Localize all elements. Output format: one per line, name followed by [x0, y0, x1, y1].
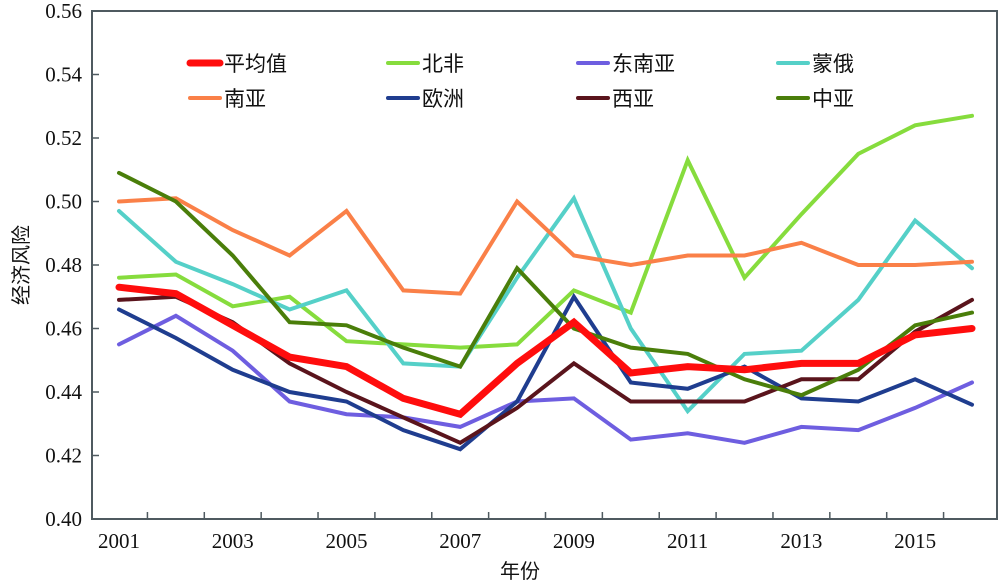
series-line-5	[117, 292, 974, 452]
x-axis: 2001 2003 2005 2007 2009 2011 2013 2015	[98, 512, 945, 553]
legend-label: 西亚	[612, 87, 654, 111]
series-line-4	[117, 196, 974, 296]
y-tick-label: 0.46	[45, 317, 82, 341]
legend-label: 平均值	[224, 52, 287, 76]
y-tick-label: 0.52	[45, 126, 82, 150]
x-tick-label: 2007	[439, 529, 481, 553]
x-tick-label: 2003	[212, 529, 254, 553]
series-line-3	[117, 194, 974, 415]
series-line-2	[117, 313, 974, 445]
series-line-1	[117, 113, 974, 350]
x-tick-label: 2011	[667, 529, 708, 553]
legend-label: 中亚	[812, 87, 854, 111]
x-tick-label: 2009	[553, 529, 595, 553]
x-tick-label: 2013	[780, 529, 822, 553]
x-tick-label: 2001	[98, 529, 140, 553]
x-axis-title: 年份	[500, 559, 540, 582]
legend-label: 蒙俄	[812, 52, 854, 76]
legend-label: 欧洲	[422, 87, 464, 111]
y-tick-label: 0.48	[45, 253, 82, 277]
legend-label: 南亚	[224, 87, 266, 111]
series-layer	[115, 113, 976, 452]
y-tick-label: 0.44	[45, 380, 82, 404]
series-line-0	[115, 283, 976, 419]
series-line-7	[117, 170, 974, 398]
y-tick-label: 0.42	[45, 444, 82, 468]
legend-label: 北非	[422, 52, 464, 76]
y-tick-label: 0.54	[45, 63, 82, 87]
y-axis: 0.40 0.42 0.44 0.46 0.48 0.50 0.52 0.54 0.56	[45, 0, 99, 531]
x-tick-label: 2015	[894, 529, 936, 553]
x-tick-label: 2005	[325, 529, 367, 553]
legend-label: 东南亚	[612, 52, 675, 76]
y-tick-label: 0.56	[45, 0, 82, 23]
y-axis-title: 经济风险	[9, 225, 33, 305]
y-tick-label: 0.40	[45, 507, 82, 531]
y-tick-label: 0.50	[45, 190, 82, 214]
